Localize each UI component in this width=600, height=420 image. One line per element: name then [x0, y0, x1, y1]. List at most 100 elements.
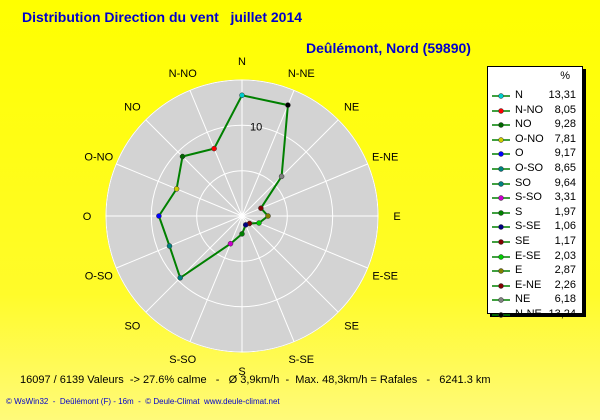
direction-label-s-so: S-SO — [169, 354, 196, 366]
data-point-o-no — [173, 186, 180, 192]
legend-label: N-NE — [515, 308, 542, 320]
spoke-n-no — [189, 90, 243, 217]
legend-value: 1,17 — [554, 235, 576, 247]
data-point-n-no — [211, 145, 217, 152]
legend-swatch — [492, 93, 510, 99]
legend-label: E-SE — [515, 249, 541, 262]
direction-label-n-no: N-NO — [169, 68, 198, 80]
legend-unit: % — [560, 70, 570, 82]
grid-ring-5 — [196, 170, 288, 262]
legend-label: O — [515, 147, 524, 160]
data-point-ne — [278, 173, 285, 180]
legend-swatch — [492, 283, 510, 289]
legend-label: E — [515, 264, 523, 277]
legend-value: 1,97 — [554, 205, 576, 218]
legend-swatch — [492, 195, 510, 201]
legend-label: O-SO — [515, 162, 544, 174]
legend-value: 2,03 — [554, 249, 576, 262]
legend-value: 13,31 — [548, 89, 576, 101]
legend-label: S-SO — [515, 191, 542, 204]
legend-value: 8,65 — [554, 162, 576, 174]
spoke-se — [241, 215, 339, 313]
legend-item-no: NO 9,28 — [488, 118, 582, 133]
data-point-n — [239, 92, 245, 99]
direction-label-o-no: O-NO — [84, 152, 113, 164]
legend-label: O-NO — [515, 132, 544, 145]
direction-label-n: N — [238, 56, 246, 68]
legend-swatch — [492, 166, 510, 172]
legend-label: N — [515, 89, 523, 101]
legend-item-se: SE 1,17 — [488, 235, 582, 250]
legend-swatch — [492, 297, 510, 304]
ring-tick-label: 10 — [250, 121, 262, 133]
legend-item-s: S 1,97 — [488, 206, 582, 221]
legend-swatch — [492, 151, 510, 158]
direction-label-s: S — [238, 366, 245, 378]
spoke-so — [145, 215, 243, 313]
data-point-s-se — [242, 222, 249, 228]
data-point-e — [265, 213, 271, 219]
legend-item-o: O 9,17 — [488, 147, 582, 162]
station-location: Deûlémont, Nord (59890) — [306, 40, 471, 56]
legend-swatch — [492, 122, 510, 128]
spoke-e-se — [241, 215, 368, 269]
legend-label: S — [515, 205, 523, 218]
data-point-e-se — [256, 220, 262, 226]
legend-label: N-NO — [515, 103, 544, 116]
legend-swatch — [492, 268, 510, 274]
legend-value: 2,26 — [554, 278, 576, 291]
spoke-o-so — [116, 215, 243, 269]
legend-label: NO — [515, 118, 532, 131]
legend-value: 13,24 — [548, 308, 576, 320]
legend-swatch — [492, 180, 510, 187]
legend-value: 9,64 — [554, 176, 576, 189]
spoke-o-no — [116, 163, 243, 217]
direction-label-no: NO — [124, 101, 141, 113]
legend-value: 6,18 — [554, 293, 576, 306]
spoke-s-so — [189, 215, 243, 342]
legend-item-e: E 2,87 — [488, 264, 582, 279]
legend-item-e-ne: E-NE 2,26 — [488, 279, 582, 294]
legend-item-o-so: O-SO 8,65 — [488, 162, 582, 177]
legend-item-s-so: S-SO 3,31 — [488, 191, 582, 206]
summary-stats: 16097 / 6139 Valeurs -> 27.6% calme - Ø … — [20, 374, 491, 386]
legend-value: 2,87 — [554, 264, 576, 277]
direction-label-e: E — [393, 211, 400, 223]
spoke-n-ne — [241, 90, 295, 217]
legend-item-so: SO 9,64 — [488, 177, 582, 192]
grid-ring-10 — [150, 124, 334, 308]
legend-swatch — [492, 224, 510, 231]
spoke-ne — [241, 119, 339, 217]
legend-item-o-no: O-NO 7,81 — [488, 133, 582, 148]
legend-value: 9,17 — [554, 147, 576, 160]
legend-value: 1,06 — [554, 220, 576, 233]
spoke-s-se — [241, 215, 295, 342]
legend-item-n-ne: N-NE 13,24 — [488, 308, 582, 323]
legend-item-e-se: E-SE 2,03 — [488, 250, 582, 265]
legend-value: 7,81 — [554, 132, 576, 145]
data-point-o — [156, 213, 162, 219]
grid-ring-15 — [105, 79, 379, 353]
legend: % N 13,31 N-NO 8,05 NO 9,28 O-NO 7,81 O 9,17 O-SO 8… — [487, 66, 583, 320]
legend-value: 9,28 — [554, 118, 576, 131]
legend-label: SO — [515, 176, 531, 189]
direction-label-s-se: S-SE — [288, 354, 314, 366]
legend-value: 3,31 — [554, 191, 576, 204]
direction-label-o-so: O-SO — [85, 270, 114, 282]
legend-label: NE — [515, 293, 531, 306]
data-point-so — [177, 275, 183, 281]
direction-label-se: SE — [344, 321, 359, 333]
legend-swatch — [492, 107, 510, 114]
chart-title: Distribution Direction du vent juillet 2… — [22, 9, 303, 25]
data-point-n-ne — [285, 102, 291, 108]
legend-label: E-NE — [515, 278, 542, 291]
data-point-s-so — [227, 240, 234, 247]
credits-line: © WsWin32 - Deûlémont (F) - 16m - © Deul… — [6, 397, 280, 406]
data-point-s — [239, 231, 245, 237]
direction-label-ne: NE — [344, 101, 359, 113]
legend-swatch — [492, 253, 510, 260]
direction-label-e-se: E-SE — [372, 270, 398, 282]
legend-swatch — [492, 137, 510, 143]
legend-value: 8,05 — [554, 103, 576, 116]
legend-swatch — [492, 239, 510, 245]
